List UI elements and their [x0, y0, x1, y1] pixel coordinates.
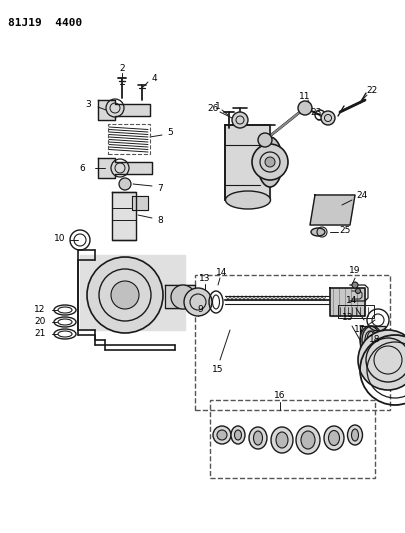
Polygon shape	[329, 288, 364, 316]
Text: 5: 5	[167, 127, 173, 136]
Circle shape	[264, 157, 274, 167]
Ellipse shape	[347, 425, 362, 445]
Text: 20: 20	[34, 318, 46, 327]
Text: 8: 8	[157, 215, 162, 224]
Text: 13: 13	[341, 313, 353, 322]
Bar	[337, 305, 373, 318]
Ellipse shape	[248, 427, 266, 449]
Text: 3: 3	[85, 100, 91, 109]
Circle shape	[119, 178, 131, 190]
Polygon shape	[80, 255, 185, 330]
Text: 12: 12	[34, 305, 46, 314]
Text: 14: 14	[216, 268, 227, 277]
Ellipse shape	[234, 430, 241, 440]
Polygon shape	[98, 158, 151, 178]
Text: 16: 16	[273, 392, 285, 400]
Bar	[108, 124, 149, 154]
Ellipse shape	[225, 191, 270, 209]
Ellipse shape	[257, 137, 282, 187]
Ellipse shape	[275, 432, 287, 448]
Polygon shape	[112, 192, 136, 240]
Bar	[194, 275, 389, 410]
Bar	[209, 400, 374, 478]
Ellipse shape	[310, 228, 324, 236]
Circle shape	[357, 330, 405, 390]
Ellipse shape	[270, 427, 292, 453]
Text: 4: 4	[151, 74, 156, 83]
Circle shape	[257, 133, 271, 147]
Ellipse shape	[216, 430, 226, 440]
Ellipse shape	[328, 431, 339, 446]
Text: 17: 17	[354, 326, 365, 335]
Text: 11: 11	[298, 92, 310, 101]
Circle shape	[355, 288, 360, 294]
Circle shape	[297, 101, 311, 115]
Text: 81J19  4400: 81J19 4400	[8, 18, 82, 28]
Polygon shape	[359, 326, 384, 354]
Text: 10: 10	[54, 233, 66, 243]
Circle shape	[87, 257, 162, 333]
Ellipse shape	[295, 426, 319, 454]
Circle shape	[231, 112, 247, 128]
Text: 21: 21	[34, 329, 46, 338]
Ellipse shape	[351, 429, 358, 441]
Text: 9: 9	[197, 305, 202, 314]
Text: 19: 19	[348, 265, 360, 274]
Circle shape	[111, 281, 139, 309]
Text: 14: 14	[345, 295, 357, 304]
Ellipse shape	[262, 144, 277, 180]
Polygon shape	[224, 125, 269, 200]
Text: 24: 24	[356, 190, 367, 199]
Text: 6: 6	[79, 164, 85, 173]
Ellipse shape	[375, 333, 399, 363]
Text: 23: 23	[309, 108, 321, 117]
Text: 22: 22	[365, 85, 377, 94]
Polygon shape	[132, 196, 148, 210]
Ellipse shape	[253, 431, 262, 445]
Ellipse shape	[300, 431, 314, 449]
Polygon shape	[164, 285, 194, 308]
Text: 7: 7	[157, 183, 162, 192]
Text: 15: 15	[212, 366, 223, 375]
Text: 26: 26	[207, 103, 218, 112]
Ellipse shape	[323, 426, 343, 450]
Text: 25: 25	[339, 225, 350, 235]
Circle shape	[183, 288, 211, 316]
Text: 2: 2	[119, 63, 124, 72]
Circle shape	[171, 285, 194, 309]
Polygon shape	[309, 195, 354, 225]
Text: 1: 1	[215, 101, 220, 110]
Circle shape	[252, 144, 287, 180]
Text: 13: 13	[199, 273, 210, 282]
Text: 18: 18	[368, 335, 380, 344]
Ellipse shape	[213, 426, 230, 444]
Polygon shape	[98, 100, 149, 120]
Circle shape	[320, 111, 334, 125]
Ellipse shape	[230, 426, 244, 444]
Circle shape	[351, 282, 357, 288]
